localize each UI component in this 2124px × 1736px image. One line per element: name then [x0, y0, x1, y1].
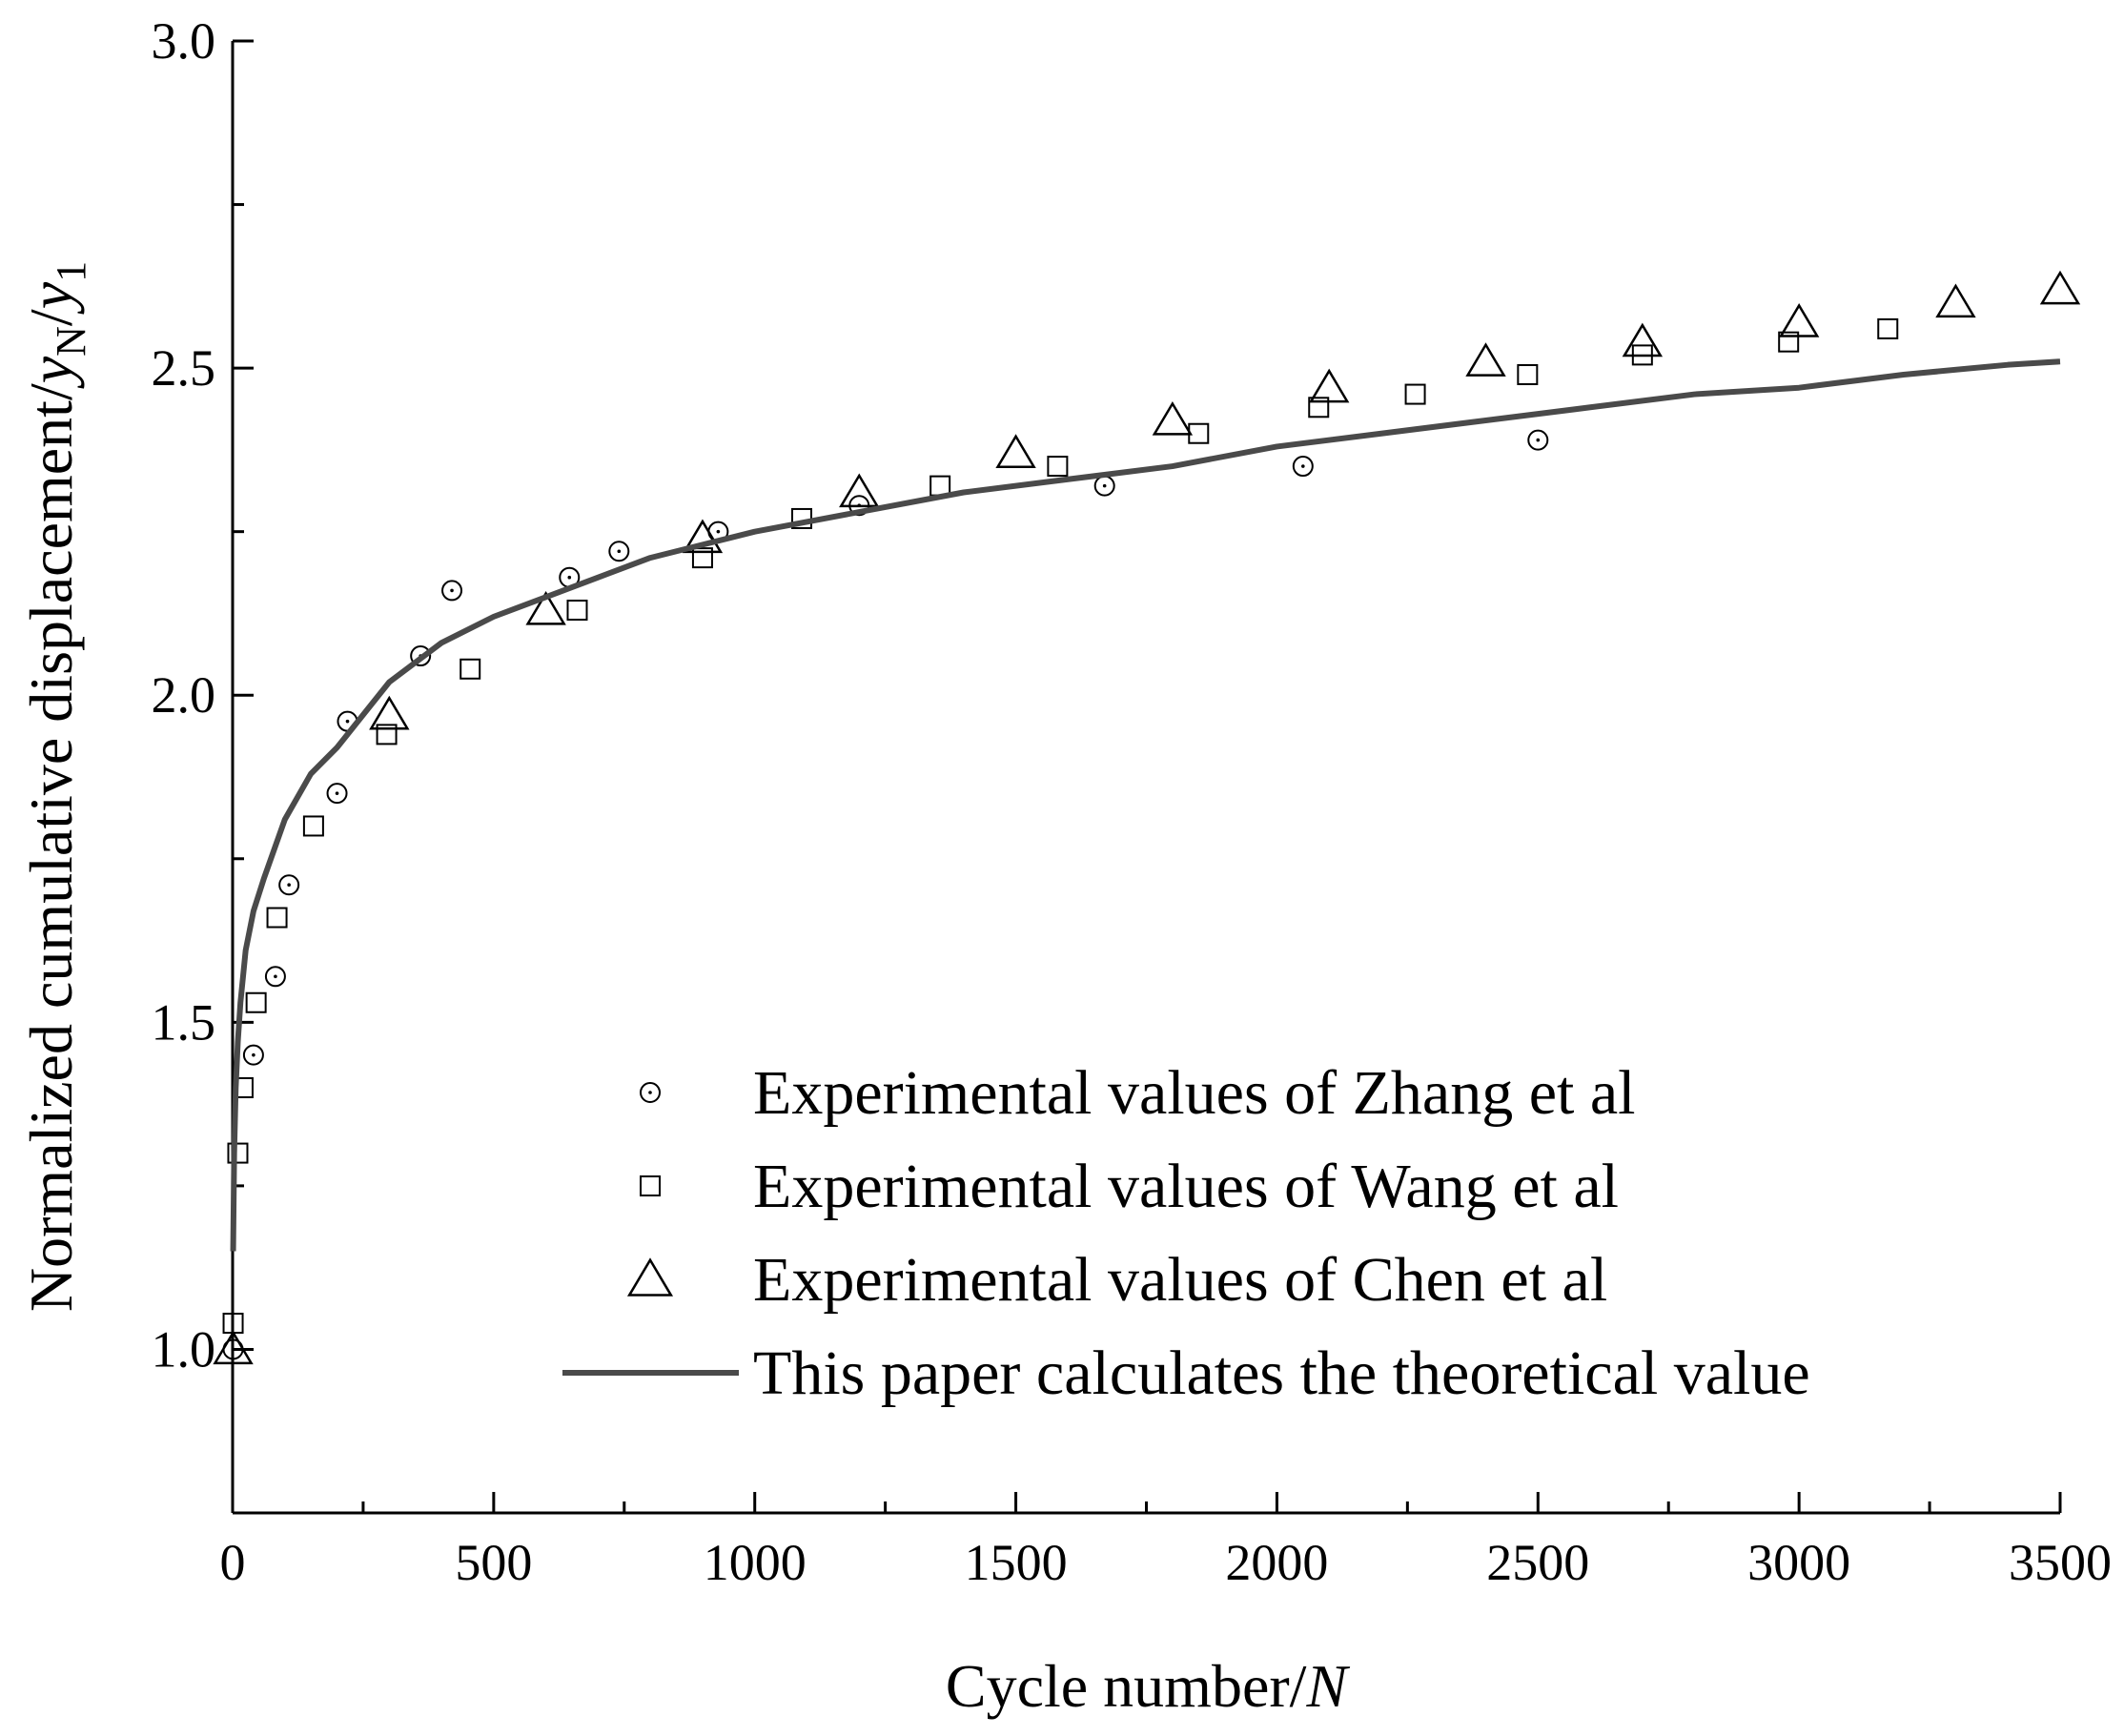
square-marker — [929, 475, 951, 497]
y-axis-title-sub-den: 1 — [48, 261, 94, 282]
triangle-marker — [1465, 342, 1506, 377]
circle-marker — [1292, 456, 1314, 478]
circle-marker-dot — [231, 1347, 235, 1352]
square-marker — [266, 907, 288, 929]
circle-marker — [326, 783, 348, 805]
square-marker — [1047, 456, 1069, 478]
triangle-marker — [369, 695, 410, 730]
circle-marker-dot — [1301, 464, 1305, 468]
square-marker — [691, 547, 713, 569]
square-marker — [566, 600, 588, 622]
legend-item: This paper calculates the theoretical va… — [562, 1338, 1810, 1408]
y-axis-title-slash: / — [17, 309, 85, 326]
triangle-marker — [1778, 303, 1820, 337]
legend-circle-icon — [640, 1082, 661, 1103]
triangle-marker — [2039, 270, 2081, 305]
legend-triangle-icon — [626, 1257, 674, 1297]
x-tick-label: 1500 — [965, 1534, 1068, 1591]
circle-marker-dot — [252, 1052, 255, 1057]
legend-square-icon — [640, 1175, 661, 1196]
circle-marker — [264, 966, 286, 988]
circle-marker-dot — [716, 529, 721, 534]
circle-marker — [242, 1044, 264, 1066]
theory-curve — [230, 358, 2061, 1252]
y-axis-title-var-den: y — [17, 281, 85, 315]
legend-label: Experimental values of Chen et al — [753, 1245, 1607, 1315]
triangle-marker — [995, 434, 1036, 468]
x-axis-ticks: 0 500 1000 1500 2000 2500 3000 3500 — [220, 1492, 2112, 1591]
triangle-marker — [1152, 400, 1194, 436]
x-tick-label: 3000 — [1747, 1534, 1850, 1591]
square-marker — [1877, 317, 1899, 339]
x-tick-label: 0 — [220, 1534, 246, 1591]
x-tick-label: 2000 — [1225, 1534, 1328, 1591]
x-tick-label: 1000 — [704, 1534, 807, 1591]
x-axis-title-text: Cycle number/ — [946, 1652, 1307, 1720]
square-marker — [302, 815, 324, 837]
y-axis-ticks: 1.0 1.5 2.0 2.5 3.0 — [152, 12, 254, 1515]
circle-marker-dot — [567, 575, 572, 580]
triangle-marker — [1935, 283, 1976, 318]
square-marker — [1308, 397, 1330, 419]
y-tick-label: 2.0 — [152, 666, 216, 724]
circle-marker-dot — [1536, 438, 1541, 442]
y-tick-label: 1.0 — [152, 1320, 216, 1378]
square-marker — [1188, 422, 1210, 444]
legend-item: Experimental values of Chen et al — [626, 1245, 1607, 1315]
square-marker — [460, 658, 481, 680]
legend: Experimental values of Zhang et al Experi… — [562, 1058, 1810, 1408]
circle-marker — [1527, 429, 1549, 451]
circle-marker-dot — [450, 588, 454, 593]
triangle-marker — [839, 473, 880, 508]
series-triangle — [213, 270, 2081, 1365]
y-tick-label: 1.5 — [152, 993, 216, 1051]
triangle-marker — [682, 519, 724, 554]
x-tick-label: 3500 — [2009, 1534, 2112, 1591]
circle-marker-dot — [617, 549, 622, 554]
plot-area — [213, 270, 2081, 1365]
x-axis-title-var: N — [1305, 1652, 1350, 1720]
circle-marker — [278, 874, 300, 896]
square-marker — [1517, 363, 1539, 385]
legend-label: Experimental values of Zhang et al — [753, 1058, 1635, 1128]
circle-marker-dot — [345, 719, 350, 724]
y-axis-title-var-num: y — [17, 356, 85, 389]
x-tick-label: 500 — [455, 1534, 532, 1591]
circle-marker — [410, 645, 432, 667]
x-tick-label: 2500 — [1486, 1534, 1589, 1591]
y-axis-title-sub-num: N — [48, 326, 94, 357]
circle-marker-dot — [335, 791, 339, 795]
square-marker — [376, 724, 398, 745]
y-axis-title: Normalized cumulative displacement/yN/y1 — [17, 261, 94, 1312]
triangle-marker — [1309, 368, 1350, 403]
circle-marker-dot — [1102, 483, 1107, 488]
square-marker — [1778, 331, 1800, 353]
legend-item: Experimental values of Zhang et al — [640, 1058, 1635, 1128]
circle-marker — [608, 541, 630, 562]
square-marker — [1404, 383, 1426, 405]
legend-item: Experimental values of Wang et al — [640, 1152, 1619, 1221]
series-line — [230, 358, 2061, 1252]
legend-label: Experimental values of Wang et al — [753, 1152, 1619, 1221]
circle-marker-dot — [287, 883, 291, 888]
circle-marker-dot — [274, 974, 277, 979]
legend-label: This paper calculates the theoretical va… — [753, 1338, 1810, 1408]
legend-circle-icon-dot — [648, 1091, 652, 1094]
y-axis-title-text: Normalized cumulative displacement/ — [17, 383, 85, 1312]
y-tick-label: 3.0 — [152, 12, 216, 70]
triangle-marker — [213, 1330, 254, 1365]
circle-marker — [441, 580, 463, 602]
square-marker — [245, 991, 267, 1013]
triangle-marker — [525, 590, 566, 625]
y-tick-label: 2.5 — [152, 339, 216, 397]
triangle-marker — [1622, 322, 1664, 357]
square-marker — [227, 1142, 249, 1164]
x-axis-title: Cycle number/N — [946, 1652, 1351, 1720]
